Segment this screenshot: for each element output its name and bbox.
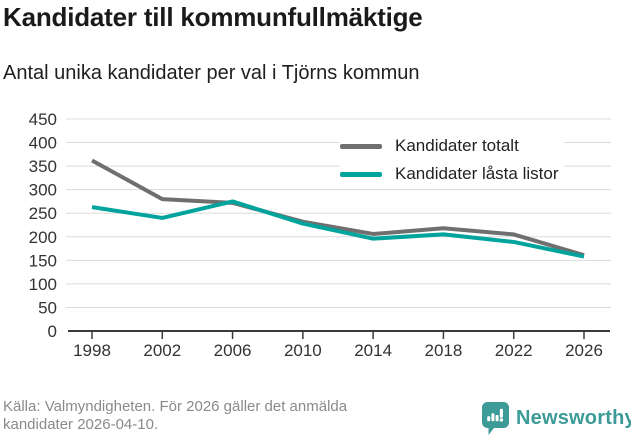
series-line-0 xyxy=(91,158,585,258)
legend-label-locked-lists: Kandidater låsta listor xyxy=(395,164,559,183)
newsworthy-logo-icon xyxy=(482,402,509,435)
y-tick-label-200: 200 xyxy=(29,228,57,247)
legend-swatch-total xyxy=(340,143,382,149)
y-tick-label-150: 150 xyxy=(29,251,57,270)
x-tick-label-2026: 2026 xyxy=(565,341,603,360)
legend-swatch-locked-lists xyxy=(340,171,382,177)
legend-label-total: Kandidater totalt xyxy=(395,136,519,155)
y-tick-label-50: 50 xyxy=(38,298,57,317)
y-tick-label-0: 0 xyxy=(48,322,57,341)
y-tick-label-300: 300 xyxy=(29,181,57,200)
x-tick-label-2010: 2010 xyxy=(284,341,322,360)
source-note: Källa: Valmyndigheten. För 2026 gäller d… xyxy=(3,398,348,434)
chart-legend: Kandidater totalt Kandidater låsta listo… xyxy=(340,136,565,184)
legend-item-total: Kandidater totalt xyxy=(340,136,565,156)
newsworthy-logo-text: Newsworthy xyxy=(516,407,631,429)
x-tick-label-2022: 2022 xyxy=(495,341,533,360)
x-tick-label-1998: 1998 xyxy=(73,341,111,360)
legend-item-locked-lists: Kandidater låsta listor xyxy=(340,164,565,184)
x-tick-label-2018: 2018 xyxy=(425,341,463,360)
y-tick-label-100: 100 xyxy=(29,275,57,294)
x-tick-label-2006: 2006 xyxy=(214,341,252,360)
line-chart: 0 50 100 150 200 250 300 350 400 450 1998 2002 2006 2… xyxy=(29,110,611,360)
page-title: Kandidater till kommunfullmäktige xyxy=(3,2,423,32)
series-line-1 xyxy=(91,199,585,259)
newsworthy-brand: Newsworthy xyxy=(482,402,631,435)
y-tick-label-450: 450 xyxy=(29,110,57,129)
y-tick-label-400: 400 xyxy=(29,134,57,153)
x-tick-label-2002: 2002 xyxy=(143,341,181,360)
chart-subtitle: Antal unika kandidater per val i Tjörns … xyxy=(3,62,420,84)
x-tick-label-2014: 2014 xyxy=(354,341,392,360)
y-tick-label-250: 250 xyxy=(29,204,57,223)
y-tick-label-350: 350 xyxy=(29,157,57,176)
